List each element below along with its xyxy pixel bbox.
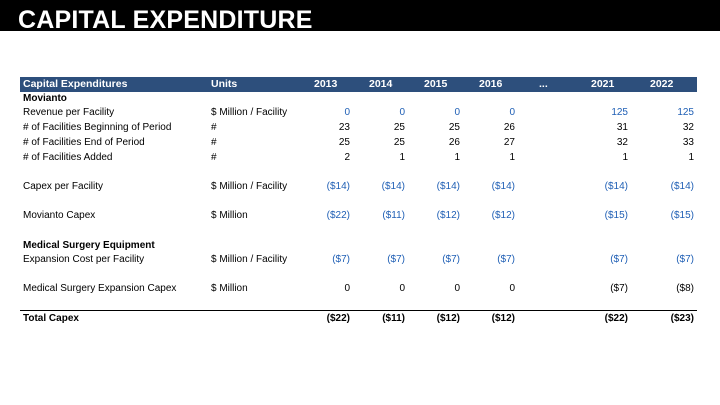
cell-2015: 0 [454, 107, 460, 118]
row-label: Medical Surgery Expansion Capex [23, 283, 177, 294]
cell-2021: ($22) [604, 313, 628, 324]
table-row: # of Facilities Added # 2 1 1 1 1 1 [20, 152, 697, 165]
row-units: $ Million [211, 283, 248, 294]
cell-2013: 25 [338, 137, 350, 148]
cell-2021: ($7) [610, 254, 628, 265]
cell-2014: ($14) [381, 181, 405, 192]
cell-2016: ($12) [491, 210, 515, 221]
row-label: Expansion Cost per Facility [23, 254, 145, 265]
cell-2014: 25 [393, 137, 405, 148]
cell-2022: 33 [682, 137, 694, 148]
cell-2014: 25 [393, 122, 405, 133]
cell-2015: ($12) [436, 210, 460, 221]
row-units: # [211, 152, 217, 163]
slide-title: CAPITAL EXPENDITURE [18, 6, 313, 31]
cell-2015: 0 [454, 283, 460, 294]
cell-2015: ($7) [442, 254, 460, 265]
table-row: Expansion Cost per Facility $ Million / … [20, 254, 697, 267]
section-label: Movianto [23, 93, 67, 104]
row-label: # of Facilities Beginning of Period [23, 122, 172, 133]
total-divider [20, 310, 697, 311]
cell-2013: 0 [344, 283, 350, 294]
cell-2021: ($14) [604, 181, 628, 192]
cell-2022: ($8) [676, 283, 694, 294]
header-units: Units [211, 78, 238, 90]
table-row: Movianto Capex $ Million ($22) ($11) ($1… [20, 210, 697, 223]
cell-2015: 1 [454, 152, 460, 163]
row-label: Total Capex [23, 313, 79, 324]
row-units: $ Million / Facility [211, 107, 288, 118]
cell-2013: ($22) [326, 313, 350, 324]
header-year-2015: 2015 [424, 78, 448, 90]
row-label: Movianto Capex [23, 210, 96, 221]
header-ellipsis: ... [539, 78, 548, 90]
header-year-2022: 2022 [650, 78, 674, 90]
row-units: # [211, 122, 217, 133]
cell-2013: 0 [344, 107, 350, 118]
slide-title-bar: CAPITAL EXPENDITURE [0, 0, 720, 31]
cell-2014: 0 [399, 283, 405, 294]
cell-2014: 1 [399, 152, 405, 163]
cell-2022: ($14) [670, 181, 694, 192]
cell-2022: 32 [682, 122, 694, 133]
cell-2021: 1 [622, 152, 628, 163]
table-row: Capex per Facility $ Million / Facility … [20, 181, 697, 194]
cell-2015: ($14) [436, 181, 460, 192]
table-row: Medical Surgery Expansion Capex $ Millio… [20, 283, 697, 296]
cell-2022: 1 [688, 152, 694, 163]
section-medical-surgery: Medical Surgery Equipment [20, 240, 697, 253]
cell-2021: 31 [616, 122, 628, 133]
header-year-2016: 2016 [479, 78, 503, 90]
cell-2013: ($14) [326, 181, 350, 192]
cell-2015: 26 [448, 137, 460, 148]
header-year-2013: 2013 [314, 78, 338, 90]
table-row: # of Facilities Beginning of Period # 23… [20, 122, 697, 135]
cell-2015: ($12) [436, 313, 460, 324]
header-label: Capital Expenditures [23, 78, 128, 90]
row-units: $ Million / Facility [211, 181, 288, 192]
cell-2015: 25 [448, 122, 460, 133]
cell-2021: ($15) [604, 210, 628, 221]
cell-2013: 23 [338, 122, 350, 133]
row-units: $ Million [211, 210, 248, 221]
cell-2016: 27 [503, 137, 515, 148]
row-label: Revenue per Facility [23, 107, 115, 118]
cell-2014: ($7) [387, 254, 405, 265]
row-units: $ Million / Facility [211, 254, 288, 265]
section-label: Medical Surgery Equipment [23, 240, 155, 251]
cell-2022: ($23) [670, 313, 694, 324]
cell-2016: 0 [509, 107, 515, 118]
cell-2021: 32 [616, 137, 628, 148]
header-year-2021: 2021 [591, 78, 615, 90]
total-row: Total Capex ($22) ($11) ($12) ($12) ($22… [20, 313, 697, 326]
row-label: Capex per Facility [23, 181, 104, 192]
cell-2013: ($7) [332, 254, 350, 265]
header-year-2014: 2014 [369, 78, 393, 90]
cell-2022: ($15) [670, 210, 694, 221]
table-row: Revenue per Facility $ Million / Facilit… [20, 107, 697, 120]
cell-2021: ($7) [610, 283, 628, 294]
row-label: # of Facilities End of Period [23, 137, 145, 148]
cell-2016: 0 [509, 283, 515, 294]
cell-2014: 0 [399, 107, 405, 118]
cell-2022: 125 [677, 107, 694, 118]
cell-2016: 1 [509, 152, 515, 163]
cell-2016: ($14) [491, 181, 515, 192]
cell-2016: ($12) [491, 313, 515, 324]
cell-2016: 26 [503, 122, 515, 133]
cell-2013: ($22) [326, 210, 350, 221]
cell-2014: ($11) [382, 313, 405, 324]
row-label: # of Facilities Added [23, 152, 113, 163]
cell-2022: ($7) [676, 254, 694, 265]
table-row: # of Facilities End of Period # 25 25 26… [20, 137, 697, 150]
cell-2016: ($7) [497, 254, 515, 265]
row-units: # [211, 137, 217, 148]
cell-2021: 125 [611, 107, 628, 118]
section-movianto: Movianto [20, 93, 697, 106]
table-header: Capital Expenditures Units 2013 2014 201… [20, 77, 697, 92]
cell-2013: 2 [344, 152, 350, 163]
cell-2014: ($11) [382, 210, 405, 221]
